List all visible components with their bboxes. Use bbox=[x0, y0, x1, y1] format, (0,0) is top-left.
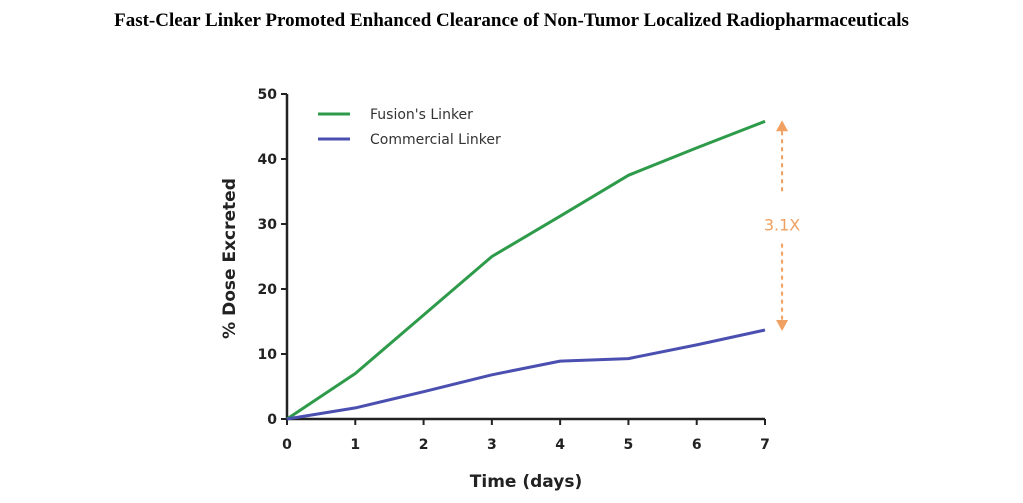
y-axis-title: % Dose Excreted bbox=[220, 178, 240, 339]
series-layer bbox=[286, 119, 766, 421]
annotation-label: 3.1X bbox=[764, 216, 800, 235]
legend-label-0: Fusion's Linker bbox=[370, 107, 473, 123]
y-tick-label: 0 bbox=[267, 412, 277, 428]
axes: 0 10 20 30 40 50 0 1 2 3 4 5 6 7 bbox=[258, 87, 770, 453]
x-tick-label: 6 bbox=[692, 437, 702, 453]
x-axis-title: Time (days) bbox=[470, 472, 582, 492]
y-tick-label: 50 bbox=[258, 87, 278, 103]
x-tick-label: 0 bbox=[282, 437, 292, 453]
y-tick-label: 20 bbox=[258, 282, 278, 298]
legend-label-1: Commercial Linker bbox=[370, 132, 501, 148]
x-tick-label: 1 bbox=[350, 437, 360, 453]
y-tick-label: 40 bbox=[258, 152, 278, 168]
chart-title: Fast-Clear Linker Promoted Enhanced Clea… bbox=[114, 10, 909, 31]
annotation-arrow-up bbox=[776, 120, 789, 132]
legend: Fusion's Linker Commercial Linker bbox=[318, 107, 501, 148]
x-tick-label: 4 bbox=[555, 437, 565, 453]
series-line-0 bbox=[286, 119, 766, 421]
annotation-arrow-down bbox=[776, 319, 789, 331]
x-tick-label: 5 bbox=[624, 437, 634, 453]
y-tick-label: 10 bbox=[258, 347, 278, 363]
x-tick-label: 3 bbox=[487, 437, 497, 453]
x-tick-label: 7 bbox=[760, 437, 770, 453]
series-line-1 bbox=[286, 328, 766, 421]
annotation: 3.1X bbox=[764, 120, 800, 331]
x-tick-label: 2 bbox=[419, 437, 429, 453]
y-tick-label: 30 bbox=[258, 217, 278, 233]
